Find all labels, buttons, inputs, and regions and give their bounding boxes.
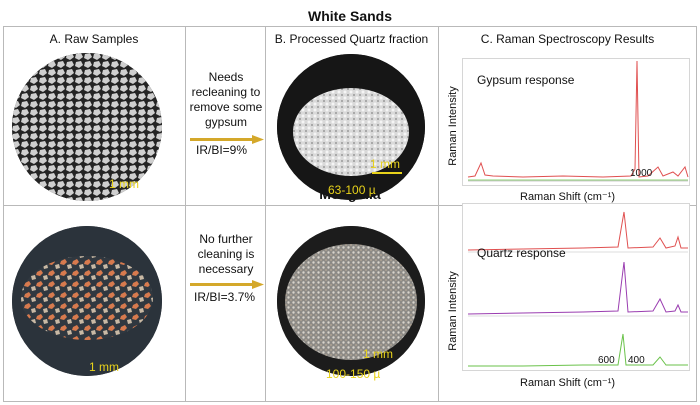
gypsum-spectrum-panel — [462, 58, 690, 186]
note-line: gypsum — [204, 115, 248, 129]
white-sands-raw-sample-image — [12, 53, 162, 201]
mongolia-arrow-icon — [190, 280, 264, 289]
quartz-spectrum-line-green — [468, 333, 688, 367]
white-sands-processed-scale-label: 1 mm — [370, 157, 400, 171]
quartz-spectrum-line-red — [467, 211, 688, 251]
note-line: cleaning is — [197, 247, 255, 261]
white-sands-ratio: IR/BI=9% — [196, 143, 248, 157]
row-divider — [3, 205, 697, 206]
quartz-peak-label-400: 400 — [628, 355, 645, 366]
mongolia-raw-scale-label: 1 mm — [89, 360, 119, 374]
note-line: necessary — [198, 262, 254, 276]
mongolia-note: No further cleaning is necessary — [188, 232, 264, 277]
mongolia-raw-sample-image — [12, 226, 162, 376]
gypsum-spectrum-plot — [467, 60, 689, 182]
quartz-spectrum-plot — [467, 211, 688, 367]
mongolia-processed-grains — [277, 226, 425, 376]
quartz-spectrum-line-purple — [467, 261, 688, 315]
header-raman-results: C. Raman Spectroscopy Results — [480, 32, 655, 46]
quartz-spectrum-panel — [462, 203, 690, 371]
mongolia-processed-scale-label: 1 mm — [363, 347, 393, 361]
mongolia-raw-grains — [12, 226, 162, 376]
gypsum-response-label: Gypsum response — [477, 73, 575, 87]
header-raw-samples: A. Raw Samples — [49, 32, 139, 46]
gypsum-y-axis-label: Raman Intensity — [447, 86, 459, 166]
column-divider-3 — [438, 26, 439, 402]
mongolia-ratio: IR/BI=3.7% — [194, 290, 256, 304]
white-sands-grain-size: 63-100 µ — [328, 183, 376, 197]
quartz-peak-label-600: 600 — [598, 355, 615, 366]
white-sands-processed-image — [277, 54, 425, 200]
white-sands-arrow-icon — [190, 135, 264, 144]
white-sands-note: Needs recleaning to remove some gypsum — [188, 70, 264, 130]
white-sands-raw-grains — [12, 53, 162, 201]
header-processed-quartz: B. Processed Quartz fraction — [274, 32, 429, 46]
mongolia-grain-size: 100-150 µ — [326, 367, 381, 381]
quartz-response-label: Quartz response — [477, 246, 566, 260]
figure-frame — [3, 26, 697, 402]
note-line: remove some — [189, 100, 263, 114]
gypsum-x-axis-label: Raman Shift (cm⁻¹) — [520, 191, 616, 203]
gypsum-peak-label: 1000 — [630, 168, 653, 179]
white-sands-title: White Sands — [307, 8, 392, 24]
note-line: recleaning to — [191, 85, 261, 99]
note-line: No further — [199, 232, 253, 246]
white-sands-processed-grains — [277, 54, 425, 200]
quartz-x-axis-label: Raman Shift (cm⁻¹) — [520, 377, 616, 389]
quartz-y-axis-label: Raman Intensity — [447, 271, 459, 351]
white-sands-raw-scale-label: 1 mm — [109, 177, 139, 191]
white-sands-scale-bar — [372, 172, 402, 174]
gypsum-spectrum-line — [467, 60, 689, 178]
column-divider-2 — [265, 26, 266, 402]
mongolia-processed-image — [277, 226, 425, 376]
note-line: Needs — [208, 70, 244, 84]
column-divider-1 — [185, 26, 186, 402]
